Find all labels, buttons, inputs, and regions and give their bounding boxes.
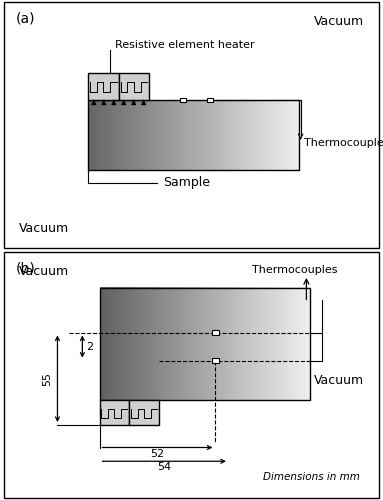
Bar <box>212 330 219 335</box>
Text: Dimensions in mm: Dimensions in mm <box>263 472 360 482</box>
Bar <box>212 358 219 363</box>
Text: Sample: Sample <box>163 176 210 189</box>
Text: Vacuum: Vacuum <box>314 15 364 28</box>
Text: Vacuum: Vacuum <box>19 222 69 235</box>
Bar <box>100 400 129 425</box>
Text: Resistive element heater: Resistive element heater <box>115 40 255 50</box>
Text: 55: 55 <box>42 372 52 386</box>
Bar <box>100 288 310 400</box>
Text: Vacuum: Vacuum <box>19 265 69 278</box>
Text: 52: 52 <box>151 449 165 459</box>
Text: 54: 54 <box>157 462 171 472</box>
Bar <box>207 98 213 102</box>
Bar <box>129 400 159 425</box>
Text: Thermocouples: Thermocouples <box>304 138 383 147</box>
Text: Vacuum: Vacuum <box>314 374 364 386</box>
Text: (b): (b) <box>15 261 35 275</box>
Bar <box>88 72 119 100</box>
Text: 2: 2 <box>86 342 93 351</box>
Bar <box>88 100 299 170</box>
Text: (a): (a) <box>15 11 35 25</box>
Text: Thermocouples: Thermocouples <box>252 265 337 275</box>
Bar <box>180 98 186 102</box>
Bar <box>119 72 149 100</box>
